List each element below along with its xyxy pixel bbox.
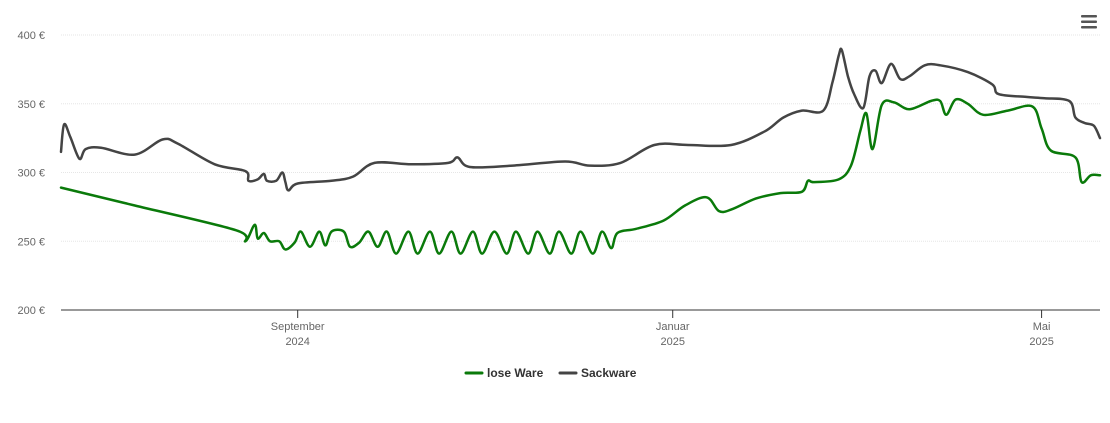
x-tick-sublabel: 2024 bbox=[285, 336, 309, 348]
y-tick-label: 250 € bbox=[17, 236, 45, 248]
x-tick-label: September bbox=[271, 321, 325, 333]
legend-item-lose-ware[interactable]: lose Ware bbox=[464, 366, 544, 380]
y-axis: 200 € 250 € 300 € 350 € 400 € bbox=[17, 30, 45, 317]
x-tick-label: Mai bbox=[1033, 321, 1051, 333]
y-tick-label: 350 € bbox=[17, 99, 45, 111]
y-tick-label: 200 € bbox=[17, 305, 45, 317]
legend-label: lose Ware bbox=[487, 366, 544, 380]
menu-icon[interactable] bbox=[1077, 12, 1101, 32]
legend: lose Ware Sackware bbox=[464, 366, 637, 380]
legend-item-sackware[interactable]: Sackware bbox=[558, 366, 637, 380]
y-tick-label: 300 € bbox=[17, 168, 45, 180]
y-tick-label: 400 € bbox=[17, 30, 45, 42]
x-tick-sublabel: 2025 bbox=[660, 336, 684, 348]
x-axis: September 2024 Januar 2025 Mai 2025 bbox=[61, 309, 1100, 348]
x-tick-sublabel: 2025 bbox=[1029, 336, 1053, 348]
legend-label: Sackware bbox=[581, 366, 637, 380]
series-lines bbox=[59, 47, 1102, 255]
series-line-lose-ware[interactable] bbox=[59, 97, 1102, 255]
x-tick-label: Januar bbox=[656, 321, 690, 333]
series-line-sackware[interactable] bbox=[59, 47, 1102, 192]
